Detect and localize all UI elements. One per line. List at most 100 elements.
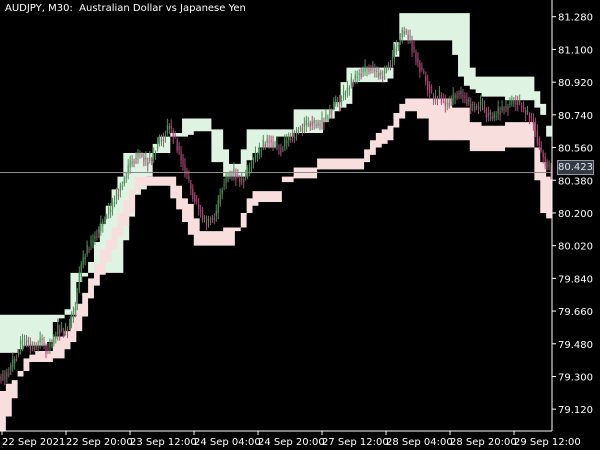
candle-body [401, 29, 403, 38]
candle-body [192, 188, 194, 200]
x-tick-label: 24 Sep 20:00 [258, 437, 325, 448]
candle-body [301, 128, 304, 132]
candle-body [280, 148, 282, 154]
candle-body [337, 101, 339, 103]
candle-body [499, 111, 501, 115]
candle-body [55, 336, 57, 339]
candle-body [227, 176, 229, 180]
y-tick-label: 80.020 [558, 242, 593, 253]
candle-body [548, 164, 550, 166]
candle-body [431, 90, 433, 92]
candle-body [542, 152, 544, 158]
candle-body [509, 101, 511, 106]
candle-body [307, 123, 309, 125]
candle-body [530, 117, 533, 119]
candle-body [464, 96, 466, 98]
candle-body [528, 114, 531, 122]
candle-body [474, 106, 476, 110]
current-price-label: 80.423 [557, 160, 594, 175]
candle-body [211, 217, 213, 221]
candle-body [427, 80, 429, 91]
candle-body [178, 146, 180, 151]
candle-body [49, 341, 51, 348]
candle-body [395, 46, 397, 53]
x-tick-label: 29 Sep 12:00 [514, 437, 581, 448]
candle-body [511, 98, 513, 104]
candle-body [460, 91, 462, 95]
candle-body [415, 52, 417, 61]
candle-body [309, 123, 311, 127]
candle-body [223, 184, 225, 186]
candle-body [340, 100, 343, 102]
candle-body [391, 56, 394, 62]
candle-body [137, 151, 139, 158]
candle-body [452, 93, 454, 101]
candle-body [462, 95, 464, 97]
candle-body [342, 91, 345, 98]
candle-body [184, 164, 186, 175]
candle-body [446, 102, 448, 104]
candle-body [12, 358, 14, 368]
candle-body [254, 152, 257, 160]
candle-body [160, 139, 163, 142]
candle-body [444, 100, 446, 107]
candle-body [188, 176, 190, 179]
y-tick-label: 79.840 [558, 274, 593, 285]
candle-body [411, 40, 413, 51]
candle-body [229, 173, 231, 177]
candle-body [487, 113, 489, 118]
x-tick-label: 22 Sep 2021 [2, 437, 65, 448]
candle-body [292, 132, 294, 138]
candle-body [466, 99, 468, 104]
candle-body [201, 213, 204, 220]
candle-body [168, 125, 170, 130]
candle-body [45, 346, 47, 354]
candle-body [534, 122, 536, 131]
candle-body [521, 105, 523, 108]
candle-body [438, 90, 441, 97]
candle-body [153, 153, 155, 159]
candle-layer [0, 26, 552, 386]
candle-body [90, 239, 92, 246]
candle-body [323, 122, 325, 125]
candle-body [174, 135, 176, 137]
candle-body [540, 147, 542, 149]
candle-body [231, 175, 233, 177]
candle-body [476, 106, 478, 108]
candle-body [41, 338, 43, 341]
candle-body [268, 141, 270, 143]
candle-body [483, 106, 486, 110]
candle-body [284, 138, 286, 147]
candle-body [61, 328, 63, 330]
candle-body [517, 100, 519, 105]
candle-body [43, 343, 45, 347]
x-tick-label: 23 Sep 12:00 [130, 437, 197, 448]
y-tick-label: 80.740 [558, 111, 593, 122]
candle-body [241, 179, 243, 181]
candle-body [133, 161, 135, 163]
candle-body [331, 111, 333, 113]
upper-band [0, 13, 552, 353]
candle-body [290, 139, 292, 141]
candle-body [278, 146, 280, 149]
candle-body [387, 64, 390, 68]
candle-body [434, 96, 437, 101]
lower-band [0, 98, 552, 431]
y-tick-label: 80.200 [558, 209, 593, 220]
candle-body [35, 344, 37, 348]
candle-body [194, 194, 196, 202]
candle-body [239, 177, 241, 183]
candle-body [485, 109, 488, 118]
candle-body [170, 125, 172, 129]
candle-body [276, 142, 278, 146]
candle-body [125, 177, 127, 179]
candle-body [413, 46, 415, 51]
candle-body [327, 117, 329, 119]
candle-body [245, 174, 247, 178]
candle-body [423, 71, 425, 73]
candle-body [2, 374, 4, 377]
candle-body [86, 244, 88, 255]
candle-body [143, 157, 145, 162]
candle-body [207, 218, 210, 222]
